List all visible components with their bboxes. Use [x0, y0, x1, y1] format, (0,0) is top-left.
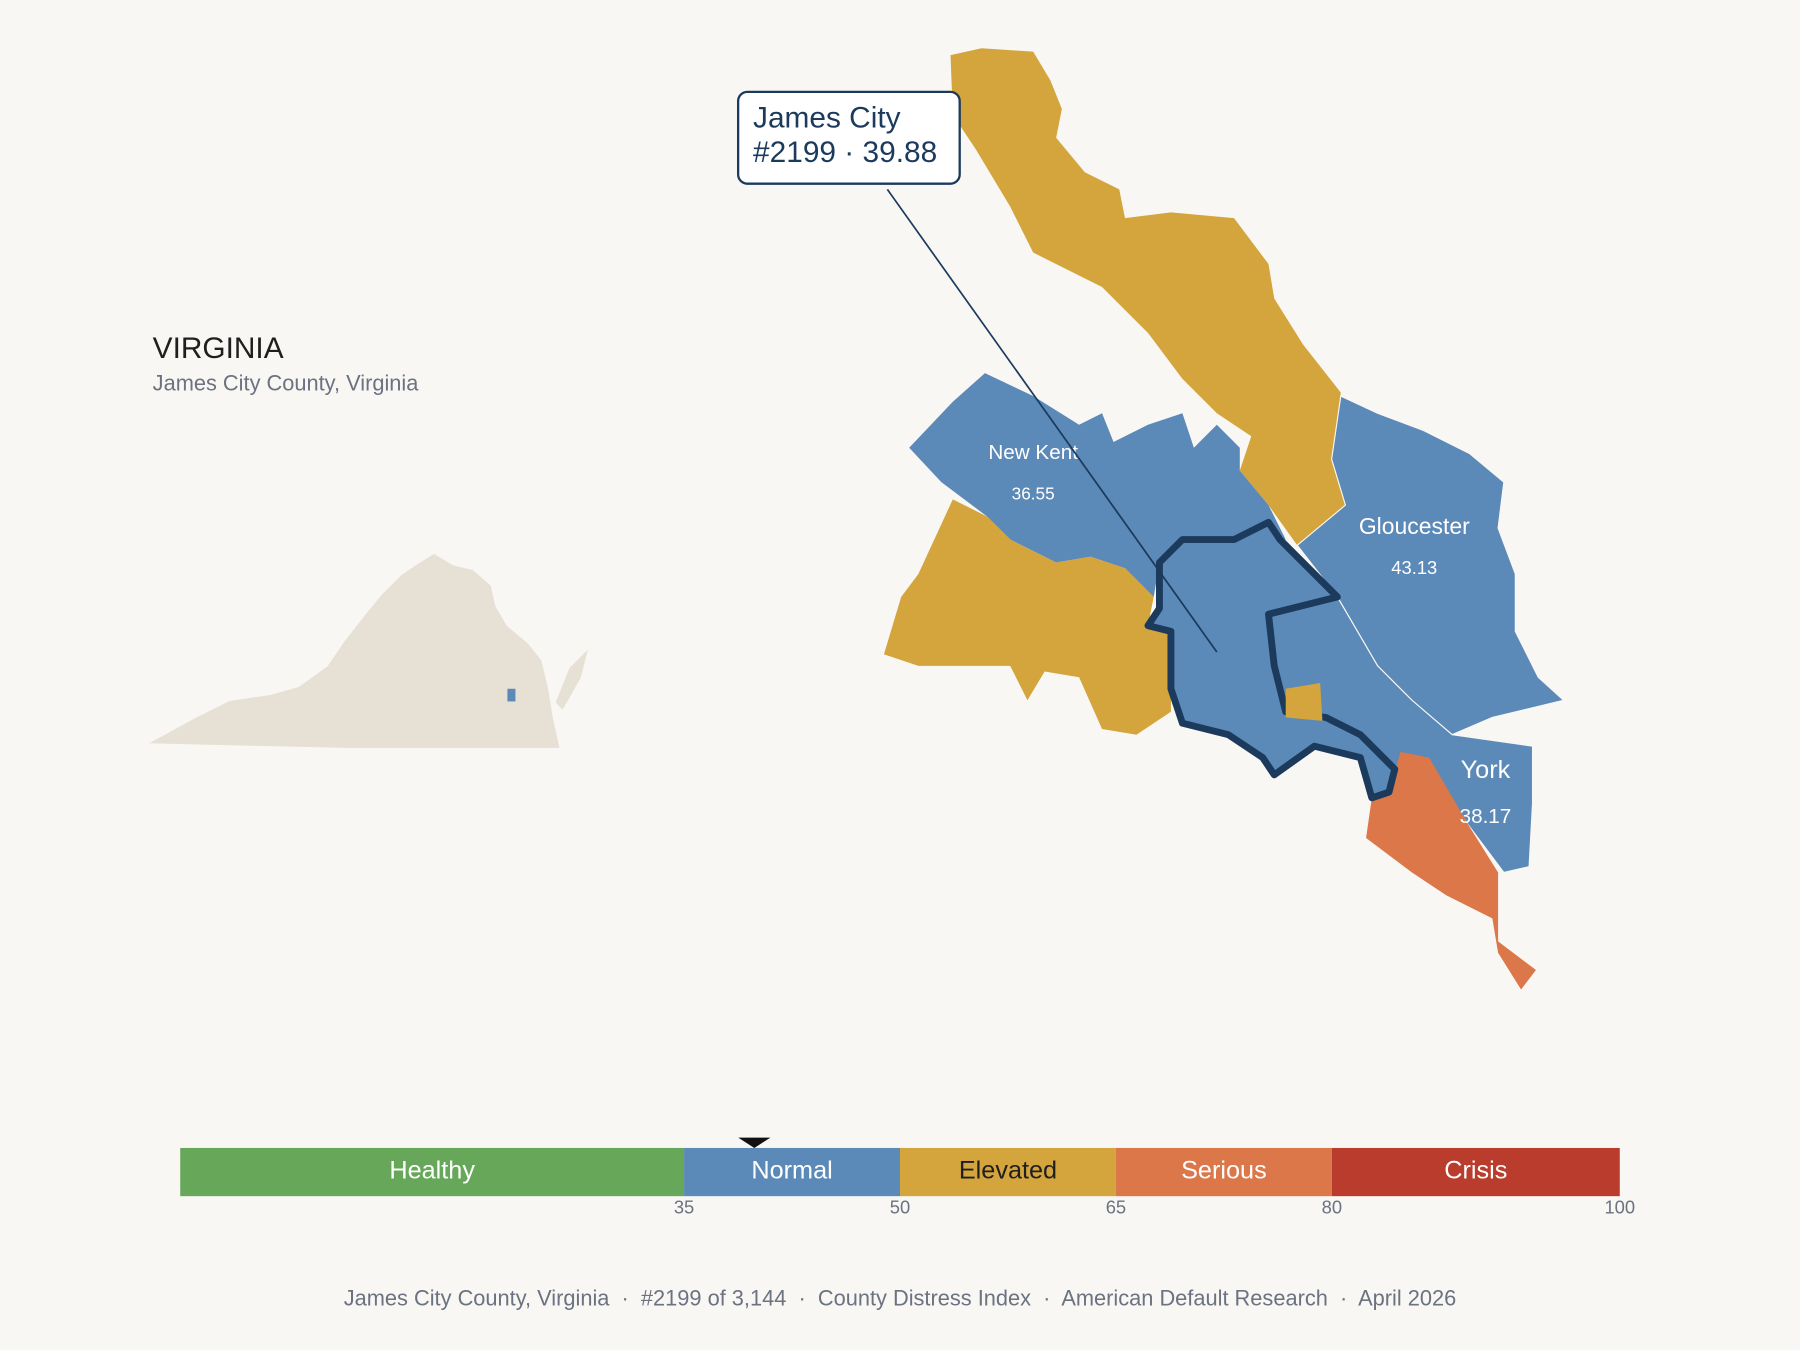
- callout-score: 39.88: [863, 136, 938, 169]
- callout-box: [736, 90, 961, 185]
- county-labels: New Kent 36.55 Gloucester 43.13 York 38.17: [988, 441, 1511, 828]
- county-region: [883, 499, 1171, 735]
- scale-tick-label: 65: [1106, 1197, 1126, 1218]
- county-highlight: [507, 688, 516, 702]
- callout-rank: #2199: [753, 136, 836, 169]
- scale-band: [684, 1147, 900, 1197]
- eastern-shore: [555, 649, 588, 710]
- callout-detail: #2199 · 39.88: [753, 136, 937, 169]
- state-minimap: [144, 552, 588, 750]
- scale-tick-label: 50: [890, 1197, 910, 1218]
- county-region: [1296, 395, 1565, 736]
- county-region: [1285, 683, 1323, 721]
- callout-separator: ·: [844, 136, 854, 169]
- callout-leader: [886, 188, 1218, 653]
- scale-band-label: Crisis: [1444, 1157, 1507, 1185]
- scale-band-label: Healthy: [389, 1157, 475, 1185]
- scale-band: [180, 1147, 685, 1197]
- scale-band: [1331, 1147, 1620, 1197]
- county-region: [950, 48, 1346, 546]
- selected-county[interactable]: [1144, 518, 1399, 802]
- scale-band-label: Elevated: [959, 1157, 1057, 1185]
- scale-tick-label: 80: [1322, 1197, 1342, 1218]
- distress-scale: Healthy Normal Elevated Serious Crisis 35 50 65…: [180, 1137, 1635, 1218]
- county-name: York: [1461, 756, 1511, 784]
- county-map: [883, 48, 1565, 990]
- callout-name: James City: [753, 101, 901, 134]
- state-shape: [144, 552, 561, 750]
- scale-marker: [738, 1137, 771, 1148]
- scale-band: [900, 1147, 1116, 1197]
- county-score: 36.55: [1012, 483, 1055, 503]
- title: VIRGINIA: [153, 332, 284, 365]
- scale-band: [1115, 1147, 1332, 1197]
- footer: James City County, Virginia · #2199 of 3…: [344, 1285, 1457, 1310]
- scale-tick-label: 35: [674, 1197, 694, 1218]
- county-score: 38.17: [1460, 805, 1512, 828]
- scale-tick-label: 100: [1604, 1197, 1635, 1218]
- county-region: [1366, 751, 1536, 990]
- county-name: Gloucester: [1359, 513, 1470, 539]
- scale-band-label: Normal: [751, 1157, 832, 1185]
- county-score: 43.13: [1391, 557, 1437, 578]
- scale-band-label: Serious: [1181, 1157, 1267, 1185]
- county-name: New Kent: [988, 441, 1078, 464]
- subtitle: James City County, Virginia: [153, 370, 420, 395]
